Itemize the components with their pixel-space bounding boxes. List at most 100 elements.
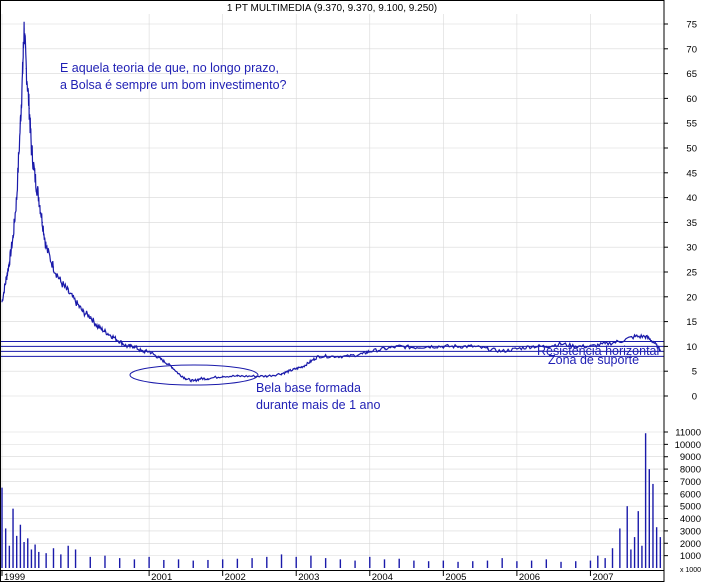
year-tick-label: 1999: [4, 572, 25, 582]
volume-bar: [8, 545, 11, 568]
volume-bar: [221, 559, 224, 568]
price-point: [545, 345, 547, 347]
volume-bar: [19, 524, 22, 568]
price-tick-label: 10: [686, 342, 697, 353]
price-tick-label: 25: [686, 268, 697, 279]
volume-bar: [648, 469, 650, 568]
volume-bar: [1, 487, 3, 568]
volume-tick-label: 2000: [680, 539, 701, 550]
price-point: [141, 350, 143, 352]
price-tick-label: 55: [686, 119, 697, 130]
volume-unit-label: x 1000: [680, 567, 701, 574]
price-point: [97, 325, 99, 328]
price-point: [413, 346, 415, 348]
volume-tick-label: 7000: [680, 477, 701, 488]
volume-bar: [38, 551, 40, 568]
price-point: [560, 343, 562, 345]
price-point: [295, 368, 297, 370]
volume-bar: [398, 558, 400, 568]
volume-bar: [12, 508, 14, 568]
price-point: [266, 375, 268, 377]
volume-bar: [369, 556, 371, 568]
price-point: [41, 221, 44, 223]
volume-bar: [611, 548, 614, 568]
annotation-base: Bela base formada durante mais de 1 ano: [256, 380, 380, 414]
price-point: [652, 340, 654, 343]
price-point: [457, 345, 459, 347]
price-tick-label: 30: [686, 243, 697, 254]
price-point: [369, 350, 371, 352]
chart-grid: [0, 14, 664, 570]
price-point: [133, 345, 135, 347]
price-point: [25, 68, 27, 70]
annotation-resistance: Resistência horizontal: [537, 344, 660, 358]
price-point: [288, 370, 290, 372]
price-point: [5, 281, 7, 283]
price-tick-label: 70: [686, 44, 697, 55]
year-tick-label: 2003: [298, 572, 319, 582]
price-point: [361, 353, 364, 355]
volume-bar: [427, 561, 430, 568]
price-point: [472, 345, 474, 347]
annotation-base-line2: durante mais de 1 ano: [256, 398, 381, 412]
volume-bar: [619, 528, 621, 568]
volume-bar: [251, 558, 253, 568]
volume-bar: [324, 558, 327, 568]
price-tick-label: 60: [686, 94, 697, 105]
annotation-shapes: [129, 364, 259, 386]
price-point: [428, 345, 430, 347]
volume-bar: [23, 542, 25, 568]
annotation-question-line1: E aquela teoria de que, no longo prazo,: [60, 61, 279, 75]
volume-bar: [89, 556, 91, 568]
volume-bar: [236, 558, 239, 568]
price-point: [207, 378, 209, 380]
volume-bar: [192, 560, 194, 568]
volume-bar: [133, 559, 136, 568]
price-point: [155, 355, 158, 357]
price-point: [119, 340, 121, 343]
volume-bar: [30, 549, 33, 568]
price-point: [347, 355, 349, 357]
price-point: [604, 343, 606, 345]
price-point: [163, 360, 165, 362]
year-tick-label: 2004: [372, 572, 393, 582]
volume-bar: [442, 560, 445, 568]
volume-bar: [516, 561, 518, 568]
price-point: [19, 122, 21, 124]
volume-bar: [354, 560, 356, 568]
year-tick-label: 2001: [151, 572, 172, 582]
volume-tick-label: 5000: [680, 502, 701, 513]
volume-bar: [626, 506, 628, 568]
volume-tick-label: 8000: [680, 465, 701, 476]
volume-bar: [637, 511, 639, 568]
volume-bar: [295, 556, 297, 568]
volume-tick-label: 3000: [680, 526, 701, 537]
price-point: [126, 345, 128, 347]
price-point: [34, 177, 36, 179]
volume-bar: [501, 558, 503, 568]
price-point: [486, 348, 489, 350]
price-tick-label: 50: [686, 144, 697, 155]
volume-bar: [207, 559, 209, 568]
volume-bar: [67, 545, 69, 568]
volume-bar: [655, 527, 658, 568]
price-point: [89, 316, 91, 318]
volume-bar: [604, 558, 606, 568]
price-point: [200, 378, 202, 380]
price-series: [1, 21, 661, 383]
price-tick-label: 15: [686, 317, 697, 328]
price-point: [645, 335, 647, 338]
year-tick-label: 2006: [519, 572, 540, 582]
price-point: [619, 340, 621, 343]
volume-bar: [266, 556, 268, 568]
price-point: [177, 373, 180, 375]
price-point: [185, 378, 187, 380]
volume-bar: [659, 537, 662, 568]
price-point: [302, 365, 305, 367]
price-point: [82, 311, 84, 313]
volume-bar: [472, 561, 474, 568]
price-point: [60, 281, 62, 283]
price-tick-label: 35: [686, 218, 697, 229]
annotation-base-line1: Bela base formada: [256, 381, 361, 395]
volume-bar: [52, 548, 55, 568]
